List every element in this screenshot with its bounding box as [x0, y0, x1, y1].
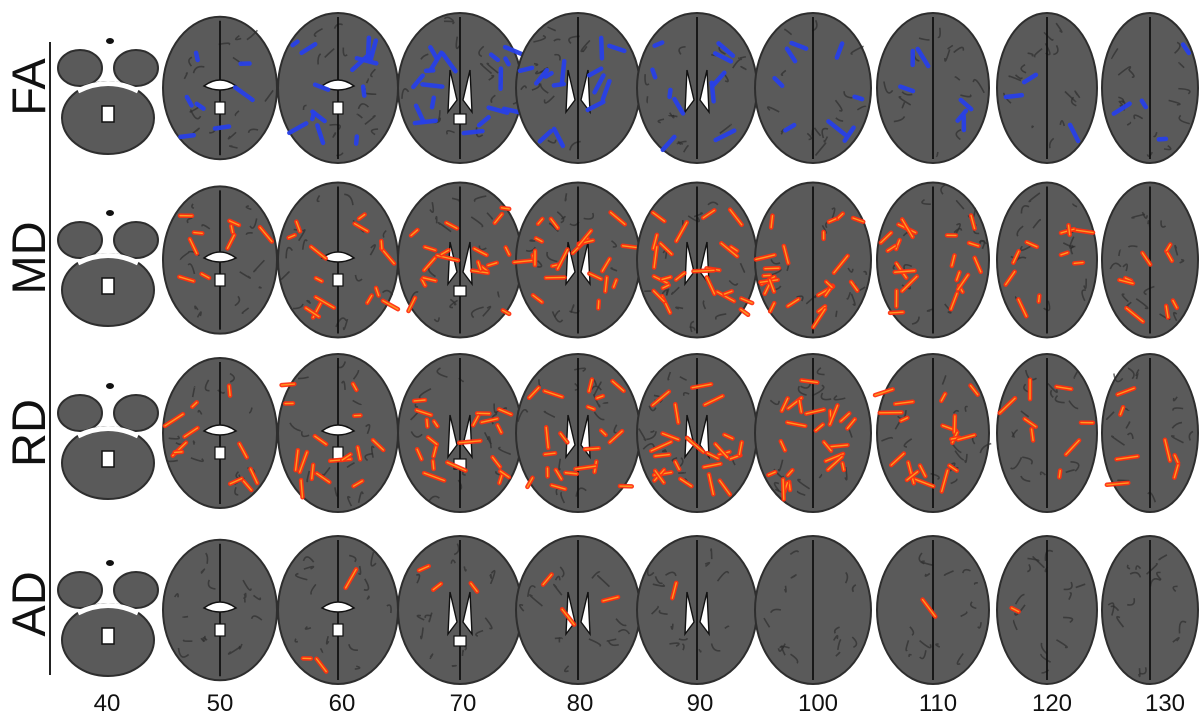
slice-label-50: 50 [206, 690, 234, 717]
slice-label-80: 80 [566, 690, 594, 717]
brain-slice-rd-100 [754, 353, 872, 513]
slice-label-70: 70 [449, 690, 477, 717]
brain-slice-rd-110 [872, 353, 992, 513]
brain-slice-rd-90 [636, 353, 758, 513]
brain-slice-rd-50 [162, 356, 278, 510]
brain-slice-rd-70 [397, 353, 523, 513]
brain-slice-rd-80 [515, 353, 641, 513]
brain-slice-rd-40 [57, 383, 159, 500]
brain-slice-ad-80 [515, 535, 641, 685]
brain-slice-ad-130 [1101, 535, 1199, 685]
brain-slice-fa-70 [397, 12, 528, 164]
brain-slice-ad-110 [876, 535, 990, 685]
brain-slice-ad-120 [996, 535, 1098, 685]
brain-slice-fa-120 [996, 12, 1098, 164]
slice-label-110: 110 [918, 690, 958, 717]
slice-label-40: 40 [93, 690, 121, 717]
brain-slice-md-50 [162, 185, 278, 335]
slice-label-90: 90 [686, 690, 714, 717]
brain-slice-md-70 [397, 181, 523, 339]
slice-label-130: 130 [1144, 690, 1186, 717]
slice-label-100: 100 [797, 690, 839, 717]
brain-slice-ad-70 [397, 535, 523, 685]
brain-slice-ad-50 [162, 538, 278, 682]
brain-slice-fa-80 [515, 12, 641, 164]
brain-slice-md-90 [636, 181, 758, 339]
brain-slice-fa-50 [162, 15, 278, 161]
brain-slice-md-80 [511, 181, 641, 339]
brain-slice-md-40 [57, 210, 159, 327]
brain-slice-md-60 [277, 181, 401, 339]
brain-slice-fa-40 [57, 38, 159, 155]
brain-slice-md-110 [876, 181, 990, 339]
brain-slice-md-100 [753, 181, 872, 339]
brain-slice-fa-130 [1101, 12, 1199, 164]
brain-slice-md-120 [996, 181, 1098, 339]
brain-slice-rd-120 [996, 353, 1098, 513]
brain-slice-fa-60 [277, 12, 399, 164]
brain-slice-fa-110 [876, 12, 990, 164]
slice-label-60: 60 [328, 690, 356, 717]
row-label-fa: FA [1, 58, 55, 116]
row-label-md: MD [1, 221, 55, 295]
brain-slice-rd-60 [277, 353, 399, 513]
row-label-rd: RD [1, 399, 55, 467]
brain-slice-rd-130 [1101, 353, 1199, 513]
brain-slice-fa-90 [636, 12, 758, 164]
brain-slice-ad-100 [754, 535, 872, 685]
brain-slice-fa-100 [754, 12, 872, 164]
brain-slice-md-130 [1101, 181, 1199, 339]
brain-slice-ad-40 [57, 560, 159, 677]
brain-slice-ad-60 [277, 535, 399, 685]
row-label-ad: AD [1, 571, 55, 637]
slice-label-120: 120 [1031, 690, 1073, 717]
brain-slice-ad-90 [636, 535, 758, 685]
